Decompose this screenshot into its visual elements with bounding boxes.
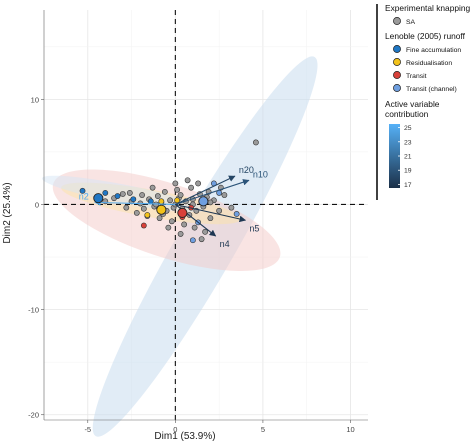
data-point xyxy=(233,211,240,217)
centroid-transit-channel xyxy=(198,196,209,207)
data-point xyxy=(144,212,151,218)
data-point xyxy=(253,139,259,146)
y-tick-label: 10 xyxy=(31,95,39,104)
legend-item-label: Fine accumulation xyxy=(406,47,461,54)
data-point xyxy=(188,184,195,191)
data-point xyxy=(147,198,154,205)
data-point xyxy=(207,215,214,222)
vector-label-n5: n5 xyxy=(249,223,259,233)
vector-n10 xyxy=(175,179,250,206)
data-point xyxy=(156,215,163,222)
x-axis-title: Dim1 (53.9%) xyxy=(154,431,215,442)
data-point xyxy=(174,186,181,193)
data-point xyxy=(172,180,179,187)
axes: -5 0 5 10 -20 -10 0 10 xyxy=(28,10,368,434)
data-point xyxy=(189,237,196,244)
legend-item-label: Transit (channel) xyxy=(406,86,457,93)
centroid-transit xyxy=(177,207,188,218)
vector-label-n4: n4 xyxy=(220,239,230,249)
data-point xyxy=(123,204,130,211)
data-point xyxy=(202,228,209,235)
data-point xyxy=(228,204,235,211)
data-point xyxy=(133,209,140,216)
data-point xyxy=(221,192,228,198)
data-point xyxy=(165,224,172,231)
data-point xyxy=(181,221,188,228)
colorbar-tick-label: 19 xyxy=(404,168,412,175)
legend: Experimental knapping SA Lenoble (2005) ru… xyxy=(376,3,471,200)
legend-item-label: Residualisation xyxy=(406,60,452,67)
legend-key-dot xyxy=(393,84,401,92)
vector-label-n10: n10 xyxy=(253,169,268,179)
legend-key-dot xyxy=(393,58,401,66)
x-tick-label: 5 xyxy=(261,425,265,434)
data-point xyxy=(161,188,168,195)
data-point xyxy=(191,224,198,231)
vector-label-n20: n20 xyxy=(239,165,254,175)
data-point xyxy=(195,180,202,187)
legend-key-dot xyxy=(393,17,401,25)
data-point xyxy=(114,193,121,199)
legend-title: Lenoble (2005) runoff xyxy=(385,31,466,41)
data-point xyxy=(140,205,147,212)
colorbar-tick-label: 23 xyxy=(404,139,412,146)
data-point xyxy=(139,192,145,198)
centroid-residualisation xyxy=(156,204,167,215)
data-point xyxy=(174,197,181,204)
data-point xyxy=(177,192,184,198)
data-point xyxy=(207,199,214,206)
colorbar-title: Active variable xyxy=(385,99,440,109)
data-point xyxy=(102,190,109,196)
y-axis-title: Dim2 (25.4%) xyxy=(2,182,13,243)
data-point xyxy=(140,222,147,229)
data-point xyxy=(130,196,137,203)
centroid-fine-accumulation xyxy=(93,193,104,204)
y-tick-label: 0 xyxy=(35,200,39,209)
data-point xyxy=(158,198,165,205)
vector-n5 xyxy=(175,203,247,223)
data-point xyxy=(167,197,173,204)
colorbar-tick-label: 25 xyxy=(404,125,412,132)
legend-item-label: Transit xyxy=(406,73,427,80)
y-tick-label: -20 xyxy=(28,411,39,420)
y-tick-label: -10 xyxy=(28,306,39,315)
x-tick-label: -5 xyxy=(84,425,91,434)
data-point xyxy=(198,236,205,243)
data-point xyxy=(177,231,184,237)
data-point xyxy=(184,177,191,184)
legend-key-dot xyxy=(393,71,401,79)
colorbar-tick-label: 17 xyxy=(404,182,412,189)
colorbar-title: contribution xyxy=(385,109,429,119)
data-point xyxy=(126,190,133,196)
data-point xyxy=(168,218,175,225)
x-tick-label: 0 xyxy=(173,425,177,434)
vector-n20 xyxy=(175,175,236,205)
legend-title: Experimental knapping xyxy=(385,3,471,13)
colorbar-tick-label: 21 xyxy=(404,154,412,161)
x-tick-label: 10 xyxy=(346,425,354,434)
vector-label-n2: n2 xyxy=(79,191,89,201)
data-point xyxy=(149,184,156,191)
colorbar xyxy=(389,124,400,188)
data-point xyxy=(154,193,161,199)
data-point xyxy=(119,191,126,197)
legend-item-label: SA xyxy=(406,19,416,26)
data-point xyxy=(79,187,86,194)
legend-key-dot xyxy=(393,45,401,53)
vector-n2 xyxy=(94,199,176,206)
group-centroids xyxy=(93,193,209,218)
data-point xyxy=(216,207,223,214)
